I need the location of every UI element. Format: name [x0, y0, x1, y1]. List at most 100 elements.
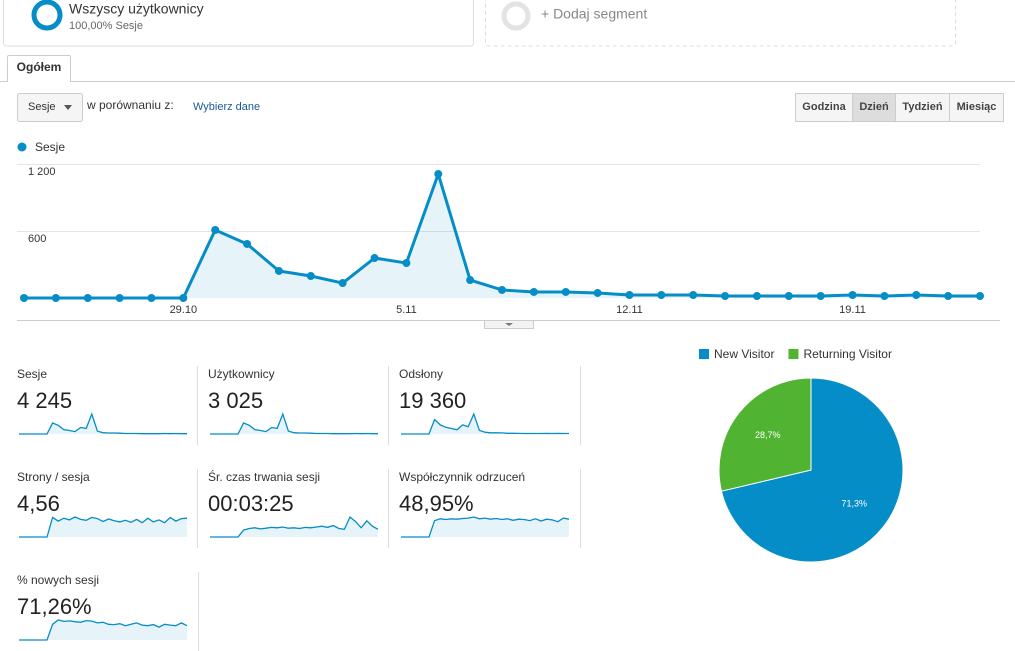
pie-slice[interactable] [718, 377, 812, 492]
point [752, 291, 761, 300]
sparkline-area [401, 414, 569, 434]
point [625, 290, 634, 299]
metric-value: 4,56 [17, 491, 60, 516]
segment-detail: 100,00% Sesje [69, 20, 143, 32]
period-button[interactable] [795, 93, 853, 122]
metric-value: 48,95% [399, 491, 474, 516]
point [147, 294, 156, 302]
tab[interactable]: Ogółem [17, 60, 62, 74]
point [274, 266, 283, 275]
sparkline-area [210, 517, 378, 537]
point [912, 290, 921, 299]
point [402, 259, 411, 268]
metric-value: 19 360 [399, 388, 466, 413]
metric-value: 4 245 [17, 388, 72, 413]
metric-label: Użytkownicy [208, 367, 275, 381]
legend-marker [17, 142, 27, 152]
point [561, 287, 570, 296]
metric-dropdown[interactable] [17, 93, 83, 122]
metric-dropdown-label: Sesje [28, 101, 56, 113]
point [466, 276, 475, 285]
point [976, 291, 984, 300]
point [593, 288, 602, 297]
dropdown-arrow [64, 105, 72, 110]
metric-label: Śr. czas trwania sesji [208, 469, 320, 484]
sparkline [19, 516, 188, 538]
point [434, 170, 443, 179]
tab-frame [7, 55, 71, 82]
point [370, 254, 379, 263]
metric-label: Współczynnik odrzuceń [399, 470, 525, 484]
point [83, 294, 92, 302]
metric-value: 3 025 [208, 388, 263, 413]
metric-label: Sesje [17, 367, 47, 381]
pie-label: 71,3% [842, 499, 868, 509]
compare-link[interactable]: Wybierz dane [193, 101, 260, 113]
sparkline [210, 515, 379, 538]
metric-label: Odsłony [399, 367, 443, 381]
legend-label: New Visitor [714, 347, 774, 361]
compare-label: w porównaniu z: [86, 98, 174, 112]
sparkline-area [210, 414, 378, 434]
sparkline-area [19, 517, 187, 537]
legend-swatch [699, 349, 709, 359]
point [51, 294, 60, 302]
point [529, 287, 538, 296]
point [880, 291, 889, 300]
add-segment[interactable]: + Dodaj segment [541, 6, 647, 22]
sparkline [19, 412, 187, 435]
point [306, 272, 315, 281]
period-label: Tydzień [902, 101, 942, 113]
sparkline [401, 412, 569, 435]
legend-swatch [788, 349, 799, 359]
point [211, 225, 220, 234]
metric-value: 00:03:25 [208, 491, 294, 516]
pie-slice[interactable] [720, 377, 904, 563]
point [721, 291, 730, 300]
point [657, 290, 666, 299]
point [243, 239, 252, 248]
point [338, 279, 347, 288]
add-segment-box[interactable] [485, 0, 956, 47]
metric-label: % nowych sesji [17, 573, 99, 587]
x-tick-label: 12.11 [616, 304, 643, 316]
point [784, 291, 793, 300]
period-button[interactable] [852, 93, 896, 122]
point [115, 294, 124, 302]
point [20, 294, 28, 302]
y-tick-label: 600 [28, 233, 46, 245]
segment-box[interactable] [3, 0, 474, 47]
x-tick-label: 29.10 [170, 304, 198, 316]
period-label: Godzina [802, 101, 846, 113]
add-segment-icon [501, 1, 531, 31]
sparkline-area [401, 517, 569, 537]
legend-label: Sesje [35, 140, 65, 154]
segment-icon [31, 0, 63, 31]
area [24, 174, 980, 298]
sparkline [401, 516, 570, 538]
x-tick-label: 5.11 [396, 304, 417, 316]
period-label: Miesiąc [957, 101, 997, 113]
point [689, 290, 698, 299]
sparkline [19, 619, 188, 641]
metric-value: 71,26% [17, 594, 92, 619]
period-label: Dzień [859, 101, 889, 113]
y-tick-label: 1 200 [28, 166, 56, 178]
metric-label: Strony / sesja [17, 470, 90, 484]
segment-name: Wszyscy użytkownicy [69, 1, 204, 17]
point [848, 290, 857, 299]
period-button[interactable] [949, 93, 1004, 122]
sparkline [210, 412, 378, 435]
point [179, 294, 188, 302]
x-tick-label: 19.11 [839, 304, 866, 316]
pie-label: 28,7% [755, 430, 781, 440]
sparkline-area [19, 620, 187, 640]
sparkline-area [19, 414, 187, 434]
chart-toggle-arrow [505, 323, 513, 326]
period-button[interactable] [895, 93, 950, 122]
point [944, 291, 953, 300]
legend-label: Returning Visitor [803, 347, 892, 361]
